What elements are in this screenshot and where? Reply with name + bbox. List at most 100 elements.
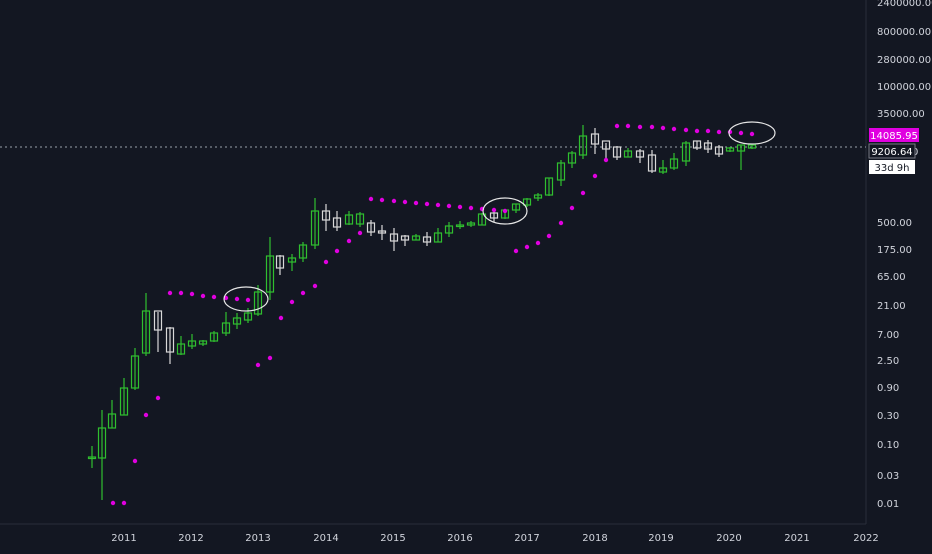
- highlight-ellipse: [482, 197, 528, 225]
- sar-dot: [716, 129, 722, 135]
- candle-up: [176, 343, 186, 355]
- countdown-label: 33d 9h: [875, 163, 910, 174]
- sar-dot: [705, 128, 711, 134]
- candle-up: [87, 456, 97, 460]
- sar-dot: [524, 244, 530, 250]
- candle-down: [165, 327, 175, 353]
- candle-up: [725, 147, 735, 152]
- candle-up: [141, 310, 151, 354]
- sar-dot: [535, 240, 541, 246]
- candle-up: [232, 317, 242, 325]
- sar-dot: [200, 293, 206, 299]
- indicator-price-label: 14085.95: [870, 131, 918, 142]
- last-price-label: 9206.64: [871, 147, 912, 158]
- candle-up: [411, 235, 421, 241]
- candle-up: [221, 322, 231, 334]
- candle-down: [400, 235, 410, 241]
- candle-up: [298, 244, 308, 259]
- sar-dot: [491, 207, 497, 213]
- x-tick-label: 2017: [514, 533, 539, 544]
- indicator-price-badge: [869, 128, 919, 142]
- candle-up: [567, 152, 577, 164]
- candle-up: [455, 224, 465, 228]
- sar-dot: [569, 205, 575, 211]
- sar-dot: [346, 238, 352, 244]
- y-tick-label: 7.00: [877, 330, 899, 341]
- sar-dot: [178, 290, 184, 296]
- sar-dot: [683, 127, 689, 133]
- candle-up: [433, 232, 443, 243]
- candle-up: [187, 340, 197, 347]
- x-tick-label: 2020: [716, 533, 741, 544]
- candle-up: [578, 135, 588, 156]
- sar-dot: [637, 124, 643, 130]
- sar-dot: [391, 198, 397, 204]
- candle-down: [489, 212, 499, 219]
- candle-up: [243, 312, 253, 321]
- x-tick-label: 2011: [111, 533, 136, 544]
- sar-dot: [357, 230, 363, 236]
- x-tick-label: 2022: [853, 533, 878, 544]
- sar-dot: [694, 128, 700, 134]
- y-tick-label: 0.03: [877, 471, 899, 482]
- countdown-badge: [869, 160, 915, 174]
- candle-up: [556, 162, 566, 181]
- candle-down: [590, 133, 600, 145]
- candle-down: [422, 236, 432, 243]
- x-tick-label: 2021: [784, 533, 809, 544]
- candle-down: [635, 150, 645, 158]
- candle-down: [612, 146, 622, 158]
- candle-down: [153, 310, 163, 331]
- candle-up: [533, 194, 543, 199]
- sar-dot: [435, 202, 441, 208]
- candle-up: [669, 158, 679, 169]
- candle-up: [444, 225, 454, 234]
- candle-down: [389, 233, 399, 242]
- sar-dot: [513, 248, 519, 254]
- sar-dot: [502, 208, 508, 214]
- sar-dot: [446, 203, 452, 209]
- sar-dot: [155, 395, 161, 401]
- y-tick-label: 2.50: [877, 356, 899, 367]
- candle-down: [714, 146, 724, 155]
- sar-dot: [255, 362, 261, 368]
- candle-down: [332, 217, 342, 228]
- sar-dot: [167, 290, 173, 296]
- sar-dot: [660, 125, 666, 131]
- x-tick-label: 2014: [313, 533, 338, 544]
- sar-dot: [300, 290, 306, 296]
- sar-dot: [468, 205, 474, 211]
- sar-dot: [278, 315, 284, 321]
- sar-dot: [625, 123, 631, 129]
- candle-down: [703, 142, 713, 150]
- x-tick-label: 2019: [648, 533, 673, 544]
- candle-up: [119, 387, 129, 416]
- sar-dot: [749, 131, 755, 137]
- sar-dot: [603, 157, 609, 163]
- sar-dot: [132, 458, 138, 464]
- x-tick-label: 2018: [582, 533, 607, 544]
- sar-dot: [649, 124, 655, 130]
- sar-dot: [121, 500, 127, 506]
- candle-up: [681, 142, 691, 162]
- sar-dot: [457, 204, 463, 210]
- candle-up: [466, 222, 476, 226]
- sar-dot: [413, 200, 419, 206]
- y-tick-label: 2400000.00: [877, 0, 932, 9]
- x-tick-label: 2013: [245, 533, 270, 544]
- sar-dot: [143, 412, 149, 418]
- sar-dot: [592, 173, 598, 179]
- candle-down: [366, 222, 376, 233]
- sar-dot: [368, 196, 374, 202]
- candle-up: [287, 257, 297, 263]
- sar-dot: [379, 197, 385, 203]
- sar-dot: [110, 500, 116, 506]
- sar-dot: [245, 297, 251, 303]
- candle-up: [130, 355, 140, 389]
- x-tick-label: 2012: [178, 533, 203, 544]
- sar-dot: [334, 248, 340, 254]
- candle-up: [253, 291, 263, 315]
- candle-up: [477, 213, 487, 226]
- sar-dot: [614, 123, 620, 129]
